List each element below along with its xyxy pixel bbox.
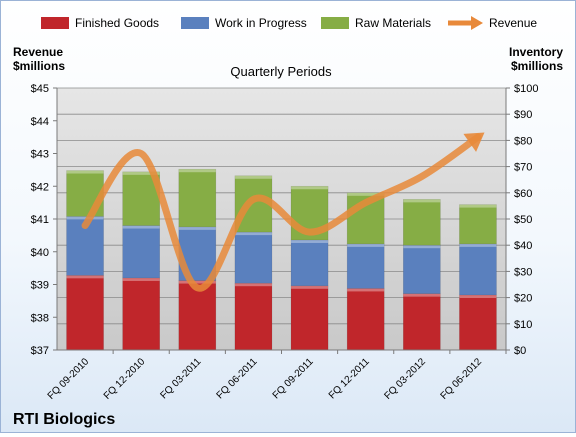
left-axis-tick-label: $42 <box>31 181 49 193</box>
left-axis-tick-label: $43 <box>31 149 49 161</box>
x-axis-tick-label: FQ 03-2011 <box>158 356 203 401</box>
left-axis-tick-label: $44 <box>31 116 49 128</box>
left-axis-title-line2: $millions <box>13 59 65 73</box>
bar-highlight <box>459 244 496 247</box>
right-axis-tick-label: $30 <box>514 266 532 278</box>
bar-highlight <box>123 226 160 229</box>
right-axis-tick-label: $60 <box>514 188 532 200</box>
bar-finished-goods <box>291 286 328 350</box>
bar-highlight <box>347 244 384 247</box>
legend-swatch-work-in-progress <box>181 17 209 29</box>
legend-label-raw-materials: Raw Materials <box>355 16 431 30</box>
x-axis-tick-label: FQ 09-2011 <box>271 356 316 401</box>
bar-work-in-progress <box>123 226 160 278</box>
bar-raw-materials <box>179 169 216 227</box>
right-axis-tick-label: $40 <box>514 240 532 252</box>
left-axis-tick-label: $37 <box>31 345 49 357</box>
bar-highlight <box>403 294 440 297</box>
x-axis-tick-label: FQ 06-2011 <box>215 356 260 401</box>
right-axis-tick-label: $0 <box>514 345 526 357</box>
right-axis-tick-label: $100 <box>514 83 538 95</box>
right-axis-title-line2: $millions <box>511 59 563 73</box>
x-axis-tick-label: FQ 12-2010 <box>102 356 148 402</box>
bar-highlight <box>235 176 272 179</box>
right-axis-tick-label: $70 <box>514 162 532 174</box>
bar-highlight <box>403 199 440 202</box>
right-axis-tick-label: $90 <box>514 109 532 121</box>
right-axis-tick-label: $50 <box>514 214 532 226</box>
bar-finished-goods <box>67 275 104 350</box>
x-axis-tick-label: FQ 09-2010 <box>46 356 92 402</box>
bar-highlight <box>67 171 104 174</box>
legend-label-revenue: Revenue <box>489 16 537 30</box>
legend-label-work-in-progress: Work in Progress <box>215 16 307 30</box>
bar-raw-materials <box>403 199 440 245</box>
company-name: RTI Biologics <box>13 411 115 428</box>
bar-highlight <box>235 283 272 286</box>
bar-highlight <box>67 275 104 278</box>
bar-work-in-progress <box>235 232 272 283</box>
bar-work-in-progress <box>291 240 328 286</box>
bar-finished-goods <box>123 278 160 350</box>
bar-highlight <box>291 240 328 243</box>
legend-swatch-raw-materials <box>321 17 349 29</box>
bar-highlight <box>347 288 384 291</box>
bar-highlight <box>123 278 160 281</box>
x-axis-tick-label: FQ 06-2012 <box>439 356 485 402</box>
bar-highlight <box>67 216 104 219</box>
bar-highlight <box>459 205 496 208</box>
bar-finished-goods <box>403 294 440 350</box>
bar-highlight <box>179 169 216 172</box>
bar-work-in-progress <box>403 245 440 293</box>
bar-finished-goods <box>347 288 384 350</box>
bar-raw-materials <box>459 205 496 244</box>
bar-highlight <box>459 295 496 298</box>
right-axis-title-line1: Inventory <box>509 45 563 59</box>
chart-title: Quarterly Periods <box>230 64 332 79</box>
x-axis-tick-label: FQ 03-2012 <box>382 356 428 402</box>
bar-highlight <box>235 232 272 235</box>
bar-finished-goods <box>459 295 496 350</box>
bar-highlight <box>291 286 328 289</box>
left-axis-tick-label: $41 <box>31 214 49 226</box>
left-axis-tick-label: $40 <box>31 247 49 259</box>
bar-finished-goods <box>235 283 272 350</box>
bar-highlight <box>291 186 328 189</box>
left-axis-tick-label: $45 <box>31 83 49 95</box>
bar-work-in-progress <box>347 244 384 289</box>
bar-highlight <box>179 227 216 230</box>
bar-work-in-progress <box>459 244 496 295</box>
right-axis-tick-label: $80 <box>514 135 532 147</box>
x-axis-tick-label: FQ 12-2011 <box>327 356 372 401</box>
right-axis-tick-label: $20 <box>514 293 532 305</box>
bar-highlight <box>403 245 440 248</box>
right-axis-tick-label: $10 <box>514 319 532 331</box>
left-axis-title-line1: Revenue <box>13 45 63 59</box>
legend-label-finished-goods: Finished Goods <box>75 16 159 30</box>
left-axis-tick-label: $39 <box>31 280 49 292</box>
legend-swatch-finished-goods <box>41 17 69 29</box>
legend-arrow-revenue <box>471 16 483 30</box>
legend: Finished Goods Work in Progress Raw Materi… <box>41 16 537 30</box>
left-axis-tick-label: $38 <box>31 312 49 324</box>
